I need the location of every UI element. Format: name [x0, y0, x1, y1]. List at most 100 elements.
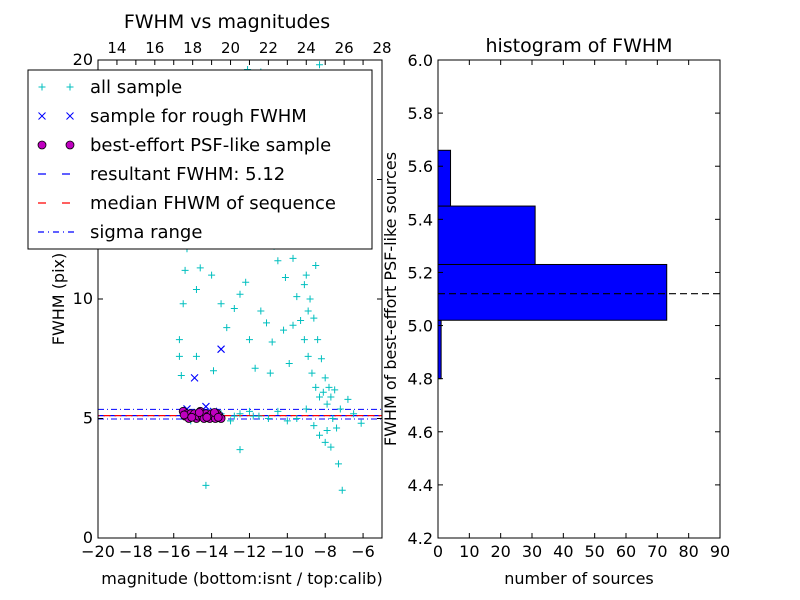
y-tick-label: 10 — [73, 289, 93, 308]
x-tick-label: −20 — [81, 542, 115, 561]
rough-fwhm-point — [217, 345, 225, 354]
histogram-x-label: number of sources — [504, 569, 654, 588]
all-sample-point — [227, 417, 235, 425]
x-tick-label: −16 — [157, 542, 191, 561]
all-sample-point — [316, 431, 324, 439]
scatter-title: FWHM vs magnitudes — [124, 11, 330, 33]
all-sample-point — [333, 424, 341, 432]
all-sample-point — [300, 281, 308, 289]
x-tick-label: −12 — [233, 542, 267, 561]
psf-like-point — [194, 408, 204, 417]
all-sample-point — [321, 374, 329, 382]
all-sample-point — [317, 355, 325, 363]
all-sample-point — [283, 417, 291, 425]
legend-x-marker — [66, 112, 74, 120]
histogram-bar — [437, 205, 536, 265]
y-tick-label: 5 — [83, 409, 93, 428]
histogram-bar — [437, 149, 452, 207]
all-sample-point — [274, 407, 282, 415]
all-sample-point — [329, 415, 337, 422]
hist-x-tick-label: 30 — [522, 542, 542, 561]
all-sample-point — [289, 254, 297, 262]
legend-label: all sample — [90, 77, 182, 98]
hist-y-tick-label: 4.2 — [408, 529, 433, 548]
histogram-content — [437, 149, 720, 380]
all-sample-point — [302, 271, 310, 279]
x-tick-label: −14 — [195, 542, 229, 561]
all-sample-point — [196, 264, 204, 272]
hist-x-tick-label: 80 — [678, 542, 698, 561]
legend-box — [27, 69, 373, 250]
all-sample-point — [177, 371, 185, 379]
y-tick-label: 20 — [73, 50, 93, 69]
rough-fwhm-point — [190, 373, 199, 382]
hist-x-tick-label: 50 — [584, 542, 604, 561]
all-sample-point — [242, 278, 250, 286]
all-sample-point — [202, 481, 210, 489]
all-sample-point — [316, 393, 324, 401]
all-sample-point — [217, 300, 225, 308]
hist-x-tick-label: 40 — [553, 542, 573, 561]
all-sample-point — [264, 415, 272, 422]
all-sample-point — [310, 422, 318, 430]
legend-circle-marker — [37, 140, 47, 150]
hist-x-tick-label: 70 — [647, 542, 667, 561]
all-sample-point — [236, 290, 244, 298]
psf-like-point — [187, 412, 197, 422]
all-sample-point — [300, 336, 308, 344]
psf-like-point — [202, 412, 212, 422]
legend-circle-marker — [65, 140, 75, 150]
legend-label: sigma range — [90, 222, 202, 243]
all-sample-point — [266, 369, 274, 377]
all-sample-point — [323, 400, 331, 408]
all-sample-point — [208, 271, 216, 279]
legend: all sample sample for rough FWHM best-effo… — [27, 69, 373, 250]
legend-x-marker — [38, 112, 46, 120]
scatter-panel: −20 −18 −16 −14 −12 −10 −8 −6 14 16 18 20 22 24 26 28 0 5… — [27, 11, 392, 588]
all-sample-point — [350, 410, 358, 418]
top-x-tick-label: 20 — [221, 39, 240, 57]
all-sample-point — [306, 295, 314, 303]
all-sample-point — [263, 319, 271, 327]
y-tick-label: 0 — [83, 528, 93, 547]
all-sample-point — [289, 321, 297, 329]
legend-plus-marker — [38, 83, 46, 91]
top-x-tick-label: 16 — [145, 39, 164, 57]
all-sample-point — [327, 393, 335, 401]
all-sample-point — [310, 314, 318, 322]
all-sample-point — [181, 266, 189, 274]
all-sample-point — [314, 336, 322, 344]
scatter-y-label: FWHM (pix) — [49, 253, 68, 346]
all-sample-point — [209, 367, 217, 375]
x-tick-label: −8 — [313, 542, 337, 561]
all-sample-point — [316, 61, 324, 69]
histogram-bar — [437, 263, 668, 321]
x-tick-label: −10 — [270, 542, 304, 561]
all-sample-point — [357, 419, 365, 427]
legend-label: resultant FWHM: 5.12 — [90, 164, 285, 185]
hist-y-tick-label: 5.4 — [408, 210, 433, 229]
scatter-ticks: −20 −18 −16 −14 −12 −10 −8 −6 14 16 18 20 22 24 26 28 0 5… — [73, 39, 392, 561]
all-sample-point — [308, 369, 316, 377]
hist-x-tick-label: 90 — [710, 542, 730, 561]
psf-like-point — [213, 412, 223, 422]
legend-label: median FHWM of sequence — [90, 193, 336, 214]
all-sample-point — [280, 326, 288, 334]
hist-y-tick-label: 4.4 — [408, 476, 433, 495]
all-sample-point — [230, 412, 238, 420]
hist-y-tick-label: 5.6 — [408, 157, 433, 176]
all-sample-point — [319, 388, 327, 396]
all-sample-point — [175, 336, 183, 344]
hist-y-tick-label: 5.0 — [408, 317, 433, 336]
all-sample-point — [325, 383, 333, 391]
hist-y-tick-label: 4.8 — [408, 370, 433, 389]
scatter-x-label: magnitude (bottom:isnt / top:calib) — [101, 569, 382, 588]
all-sample-point — [312, 383, 320, 391]
all-sample-point — [312, 262, 320, 270]
legend-label: best-effort PSF-like sample — [90, 135, 331, 156]
all-sample-point — [304, 307, 312, 315]
all-sample-point — [336, 405, 344, 413]
all-sample-point — [297, 317, 305, 325]
top-x-tick-label: 28 — [372, 39, 391, 57]
hist-y-tick-label: 5.8 — [408, 104, 433, 123]
